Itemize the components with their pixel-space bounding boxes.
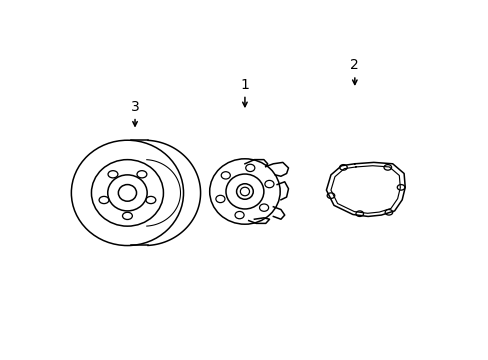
Text: 2: 2: [350, 58, 359, 85]
Text: 1: 1: [240, 78, 249, 107]
Text: 3: 3: [130, 100, 139, 126]
